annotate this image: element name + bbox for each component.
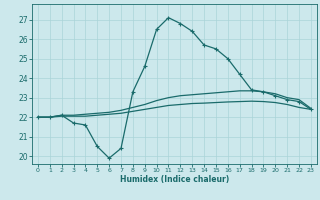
X-axis label: Humidex (Indice chaleur): Humidex (Indice chaleur) <box>120 175 229 184</box>
